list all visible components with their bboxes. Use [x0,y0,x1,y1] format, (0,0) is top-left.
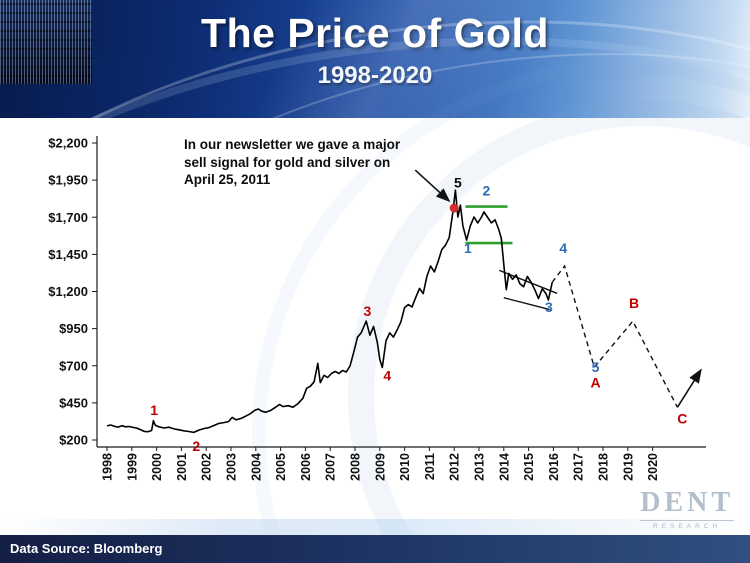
forecast-arrow [676,368,702,408]
slide-header: The Price of Gold 1998-2020 [0,0,750,118]
y-tick-label: $200 [59,433,88,448]
annotation-line: April 25, 2011 [184,172,271,188]
wave-label-2: 2 [192,438,200,454]
x-tick-label: 2009 [373,453,387,481]
annotation-line: sell signal for gold and silver on [184,154,391,170]
footer-bar: Data Source: Bloomberg [0,535,750,563]
y-tick-label: $450 [59,395,88,410]
wave-label-3: 3 [364,303,372,319]
x-tick-label: 2018 [597,453,611,481]
annotation-line: In our newsletter we gave a major [184,137,401,152]
x-tick-label: 2015 [522,453,536,481]
y-tick-label: $1,200 [48,284,88,299]
logo-name: DENT [640,487,734,518]
x-tick-label: 2014 [497,453,511,481]
x-tick-label: 2010 [398,453,412,481]
y-tick-label: $950 [59,321,88,336]
x-tick-label: 2004 [249,453,263,481]
y-tick-label: $2,200 [48,136,88,151]
dent-research-logo: DENT RESEARCH [640,489,734,530]
x-tick-label: 2017 [572,453,586,481]
x-tick-label: 1998 [101,453,115,481]
x-tick-label: 2001 [175,453,189,481]
x-tick-label: 2003 [225,453,239,481]
wave-label-3: 3 [545,299,553,315]
wave-label-5: 5 [592,359,600,375]
wave-label-2: 2 [483,183,491,199]
x-tick-label: 2007 [324,453,338,481]
wave-label-4: 4 [559,240,567,256]
x-tick-label: 2006 [299,453,313,481]
wave-label-C: C [677,411,687,427]
wave-label-B: B [629,295,639,311]
wave-label-5: 5 [454,175,462,191]
x-tick-label: 2012 [448,453,462,481]
x-tick-label: 2019 [621,453,635,481]
wave-label-1: 1 [150,402,158,418]
x-tick-label: 2011 [423,453,437,480]
y-tick-label: $1,950 [48,173,88,188]
sell-signal-dot [449,203,459,213]
projection-line [551,264,679,408]
background-swoosh [0,519,750,535]
logo-subtext: RESEARCH [640,520,734,530]
data-source-label: Data Source: Bloomberg [10,541,163,556]
x-tick-label: 1999 [125,453,139,481]
x-tick-label: 2002 [200,453,214,481]
y-tick-label: $700 [59,358,88,373]
y-tick-label: $1,450 [48,247,88,262]
trendline [503,297,550,311]
x-tick-label: 2008 [349,453,363,481]
sell-signal-arrow [414,169,451,203]
x-tick-label: 2013 [473,453,487,481]
wave-label-4: 4 [383,368,391,384]
wave-label-A: A [590,374,600,390]
x-tick-label: 2005 [274,453,288,481]
x-tick-label: 2016 [547,453,561,481]
x-tick-label: 2020 [646,453,660,481]
price-line [106,189,553,434]
y-tick-label: $1,700 [48,210,88,225]
wave-label-1: 1 [464,240,472,256]
x-tick-label: 2000 [150,453,164,481]
sell-signal-annotation: In our newsletter we gave a major sell s… [184,136,469,189]
